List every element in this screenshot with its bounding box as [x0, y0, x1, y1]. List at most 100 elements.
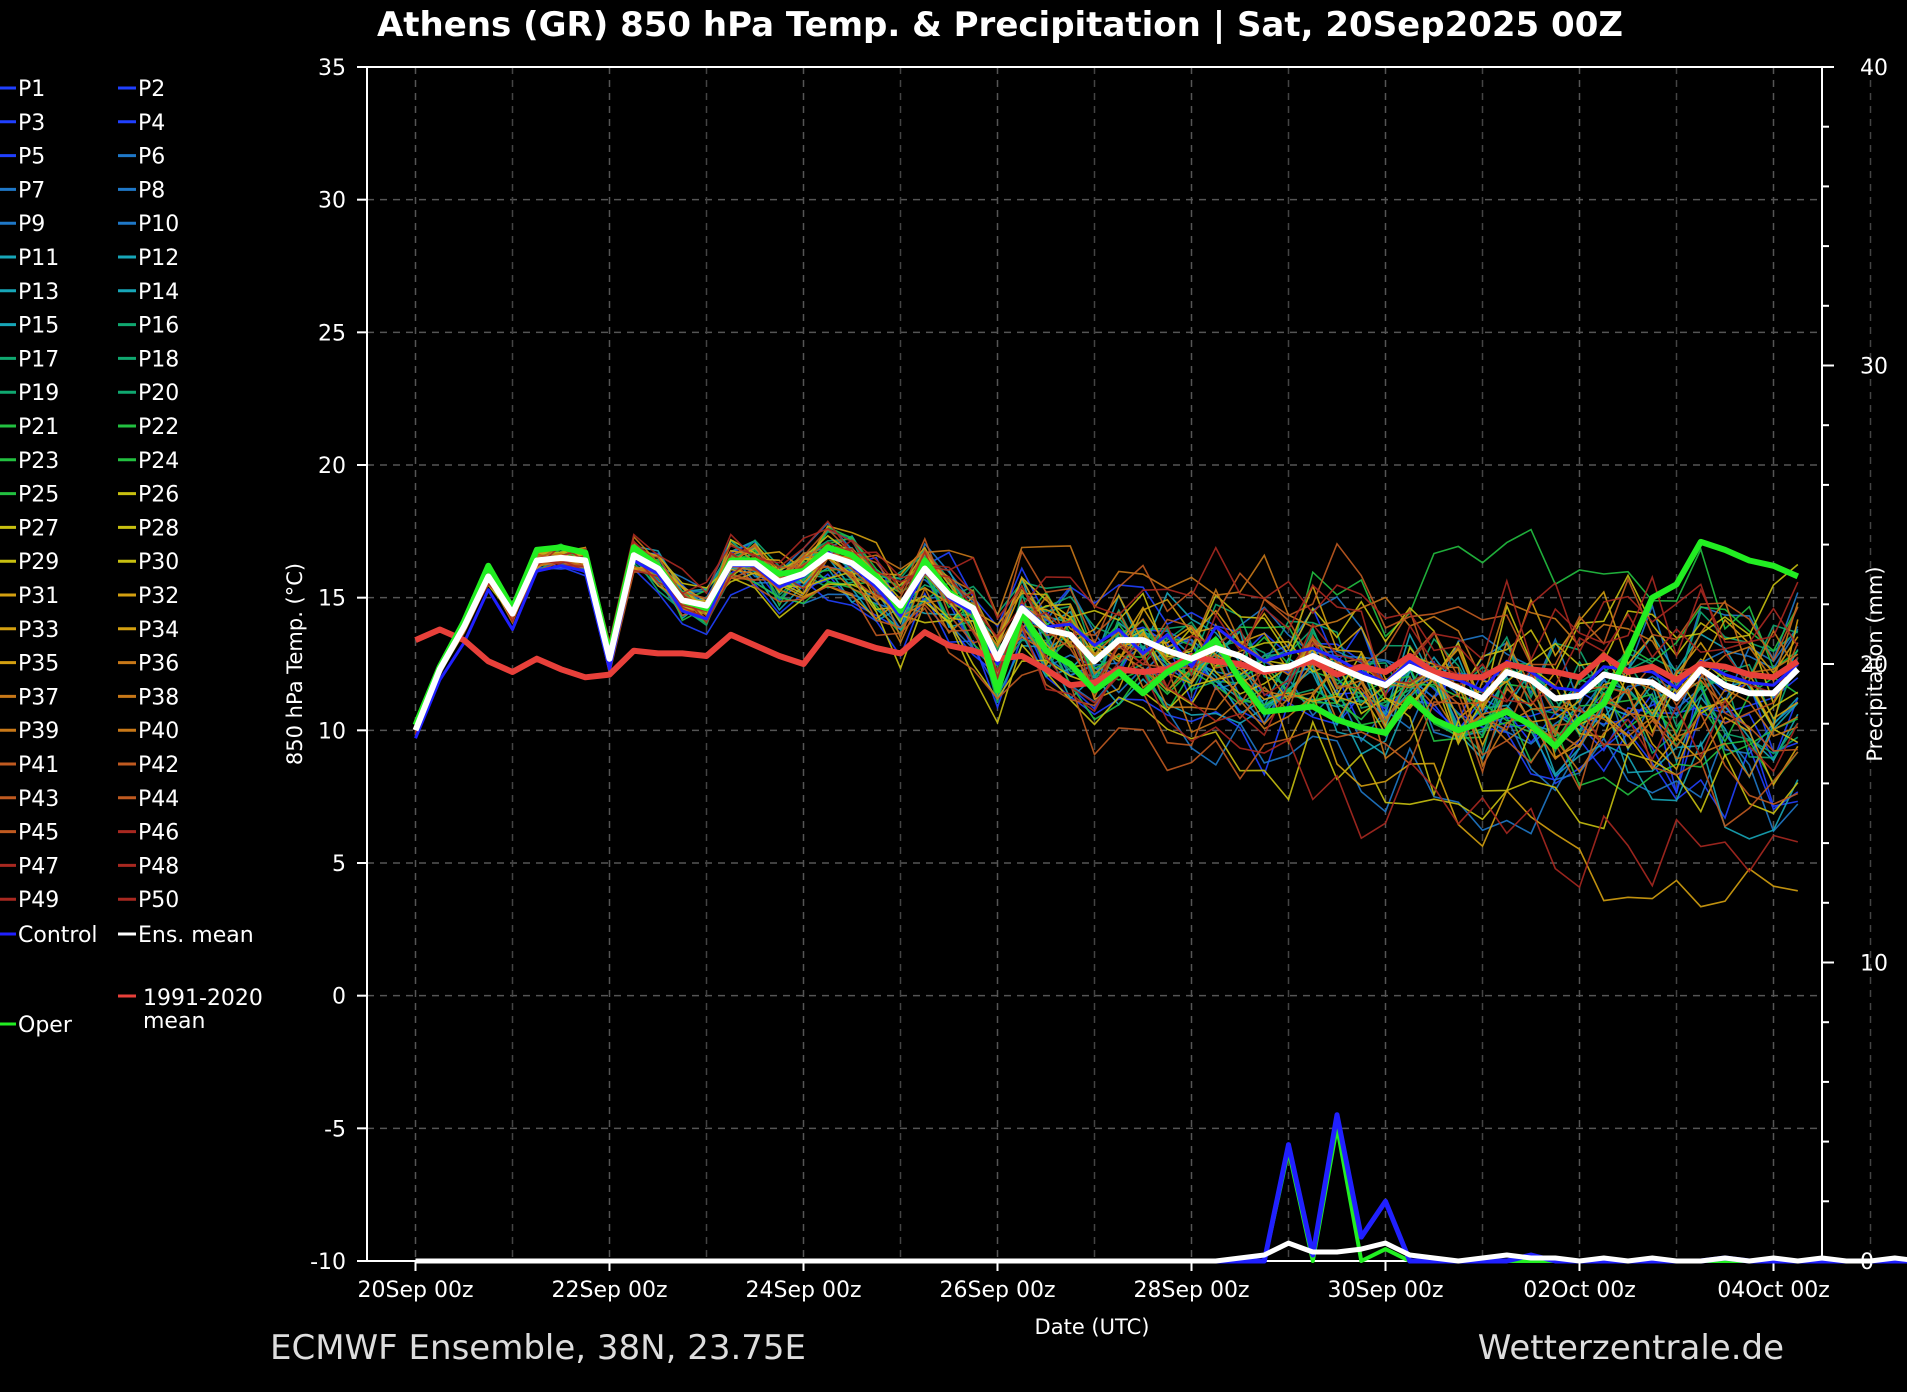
y-tick-label-left: 25 [318, 321, 346, 346]
legend-label-p38: P38 [138, 685, 179, 710]
legend-label-p16: P16 [138, 314, 179, 339]
x-axis: 20Sep 00z 22Sep 00z 24Sep 00z 26Sep 00z 28Se… [358, 1261, 1830, 1303]
legend-label-p5: P5 [18, 145, 45, 170]
y-tick-label-left: 20 [318, 454, 346, 479]
y-tick-label-left: 30 [318, 189, 346, 214]
series-line-ens-mean [412, 552, 1800, 732]
legend-label-p24: P24 [138, 449, 179, 474]
y-axis-label-right: Precipitation (mm) [1863, 566, 1887, 761]
series-line-control [414, 551, 1799, 739]
x-tick-label: 20Sep 00z [358, 1278, 474, 1303]
member-line-p4 [414, 565, 1799, 820]
legend-label-p25: P25 [18, 483, 59, 508]
y-tick-label-right: 30 [1860, 355, 1888, 380]
y-tick-label-left: 15 [318, 587, 346, 612]
member-line-p36 [414, 535, 1799, 779]
legend-label-p15: P15 [18, 314, 59, 339]
legend-label-ens-mean: Ens. mean [138, 923, 254, 948]
legend-label-p47: P47 [18, 854, 59, 879]
y-tick-label-left: 10 [318, 719, 346, 744]
legend-label-p31: P31 [18, 584, 59, 609]
legend-label-p21: P21 [18, 415, 59, 440]
y-tick-label-left: -10 [310, 1250, 346, 1275]
x-tick-label: 26Sep 00z [940, 1278, 1056, 1303]
y-axis-label-left: 850 hPa Temp. (°C) [283, 563, 307, 765]
footer-source: ECMWF Ensemble, 38N, 23.75E [270, 1328, 806, 1368]
legend: P1 P2 P3 P4 P5 P6 P7 P8 P9 P10 P11 P12 P13 P14 P15 P16 P… [0, 77, 263, 1038]
legend-label-p43: P43 [18, 787, 59, 812]
legend-label-p28: P28 [138, 516, 179, 541]
legend-label-p35: P35 [18, 652, 59, 677]
legend-label-p6: P6 [138, 145, 165, 170]
legend-label-p22: P22 [138, 415, 179, 440]
legend-label-p37: P37 [18, 685, 59, 710]
legend-label-oper: Oper [18, 1013, 73, 1038]
series-line-1991-2020-mean [414, 626, 1800, 689]
footer-credit: Wetterzentrale.de [1478, 1328, 1784, 1368]
legend-label-p42: P42 [138, 753, 179, 778]
y-tick-label-left: 5 [332, 852, 346, 877]
left-axis: 35 30 25 20 15 10 5 0 -5 -10 [310, 56, 367, 1275]
precip-line-ens-mean [415, 1240, 1907, 1264]
legend-label-p29: P29 [18, 550, 59, 575]
legend-label-p34: P34 [138, 618, 179, 643]
chart-title: Athens (GR) 850 hPa Temp. & Precipitatio… [377, 5, 1623, 45]
y-tick-label-right: 10 [1860, 952, 1888, 977]
x-tick-label: 24Sep 00z [746, 1278, 862, 1303]
legend-label-p9: P9 [18, 212, 45, 237]
x-tick-label: 28Sep 00z [1134, 1278, 1250, 1303]
legend-label-p39: P39 [18, 719, 59, 744]
legend-label-p1: P1 [18, 77, 45, 102]
legend-label-p20: P20 [138, 381, 179, 406]
series-layer [412, 520, 1800, 908]
legend-label-p17: P17 [18, 347, 59, 372]
legend-label-p19: P19 [18, 381, 59, 406]
legend-label-clim-line2: mean [143, 1009, 205, 1034]
legend-label-p45: P45 [18, 821, 59, 846]
x-axis-label: Date (UTC) [1035, 1315, 1150, 1339]
legend-label-p3: P3 [18, 111, 45, 136]
legend-label-clim-line1: 1991-2020 [143, 986, 263, 1011]
legend-label-p48: P48 [138, 854, 179, 879]
legend-label-p13: P13 [18, 280, 59, 305]
legend-label-p36: P36 [138, 652, 179, 677]
member-line-p41 [414, 549, 1798, 752]
legend-label-p8: P8 [138, 178, 165, 203]
legend-label-p10: P10 [138, 212, 179, 237]
x-tick-label: 30Sep 00z [1328, 1278, 1444, 1303]
member-line-p47 [414, 547, 1799, 773]
x-tick-label: 04Oct 00z [1717, 1278, 1830, 1303]
legend-label-p11: P11 [18, 246, 59, 271]
y-tick-label-left: 0 [332, 985, 346, 1010]
legend-label-p2: P2 [138, 77, 165, 102]
legend-label-p26: P26 [138, 483, 179, 508]
y-tick-label-left: -5 [324, 1117, 346, 1142]
legend-label-p4: P4 [138, 111, 165, 136]
legend-label-p7: P7 [18, 178, 45, 203]
legend-label-p30: P30 [138, 550, 179, 575]
legend-label-p50: P50 [138, 888, 179, 913]
legend-label-p44: P44 [138, 787, 179, 812]
x-tick-label: 02Oct 00z [1523, 1278, 1636, 1303]
x-tick-label: 22Sep 00z [552, 1278, 668, 1303]
member-line-p49 [414, 527, 1799, 889]
legend-label-p12: P12 [138, 246, 179, 271]
legend-label-p18: P18 [138, 347, 179, 372]
legend-label-p27: P27 [18, 516, 59, 541]
legend-label-p14: P14 [138, 280, 179, 305]
legend-label-p40: P40 [138, 719, 179, 744]
legend-label-p49: P49 [18, 888, 59, 913]
precip-layer [415, 1112, 1907, 1264]
legend-label-p46: P46 [138, 821, 179, 846]
legend-label-p33: P33 [18, 618, 59, 643]
legend-label-control: Control [18, 923, 98, 948]
y-tick-label-right: 40 [1860, 56, 1888, 81]
legend-label-p23: P23 [18, 449, 59, 474]
legend-label-p41: P41 [18, 753, 59, 778]
legend-label-p32: P32 [138, 584, 179, 609]
y-tick-label-left: 35 [318, 56, 346, 81]
y-tick-label-right: 20 [1860, 653, 1888, 678]
